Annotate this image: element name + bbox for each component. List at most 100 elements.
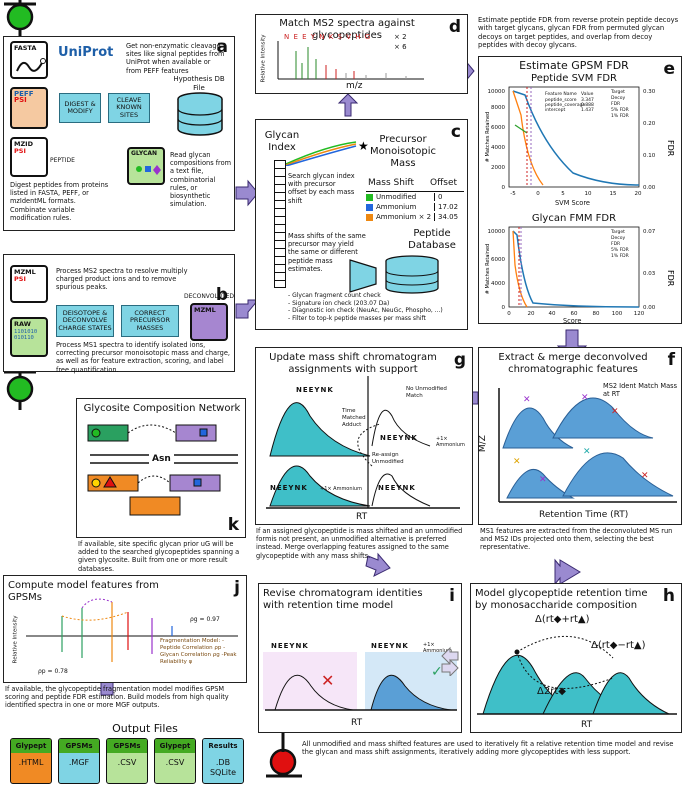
svg-text:✕: ✕ bbox=[321, 671, 334, 690]
output-file-ext: .DB SQLite bbox=[209, 758, 237, 777]
mass-shift-name: Ammonium bbox=[376, 203, 417, 211]
panel-g: g Update mass shift chromatogram assignm… bbox=[255, 347, 473, 525]
panel-label-k: k bbox=[227, 515, 239, 535]
asn-label: Asn bbox=[149, 454, 174, 466]
final-description: All unmodified and mass shifted features… bbox=[302, 740, 674, 757]
svg-text:3.347: 3.347 bbox=[581, 97, 594, 103]
check-item: - Signature ion check (203.07 Da) bbox=[288, 299, 390, 307]
panel-d: d Match MS2 spectra against glycopeptide… bbox=[255, 14, 468, 94]
svg-text:100: 100 bbox=[612, 311, 623, 317]
funnel-icon bbox=[349, 259, 377, 293]
seq-label: NEEYNK bbox=[296, 386, 334, 394]
svg-text:1% FDR: 1% FDR bbox=[611, 253, 629, 259]
svg-text:5% FDR: 5% FDR bbox=[611, 107, 629, 113]
svg-text:0.03: 0.03 bbox=[643, 271, 656, 277]
svm-title: Peptide SVM FDR bbox=[531, 73, 617, 84]
svg-text:0.00: 0.00 bbox=[643, 305, 656, 311]
db-title: Hypothesis DB File bbox=[173, 75, 225, 92]
panel-k: k Glycosite Composition Network Asn bbox=[76, 398, 246, 538]
panel-f: f Extract & merge deconvolved chromatogr… bbox=[478, 347, 682, 525]
fmm-fdr-chart: 0 4000 6000 10000 0 20 40 60 80 100 120 … bbox=[485, 226, 675, 317]
output-file-ext: .MGF bbox=[68, 758, 90, 767]
mass-shift-swatch bbox=[366, 203, 373, 211]
svg-text:peptide_coverage: peptide_coverage bbox=[545, 102, 585, 108]
panel-k-caption: If available, site specific glycan prior… bbox=[78, 540, 240, 573]
mass-shift-name: Unmodified bbox=[376, 193, 417, 201]
mass-shift-offset: 0 bbox=[434, 193, 442, 201]
svg-text:0.30: 0.30 bbox=[643, 89, 656, 95]
svg-text:4000: 4000 bbox=[491, 281, 505, 287]
seq-label: NEEYNK bbox=[378, 484, 416, 492]
svg-text:40: 40 bbox=[549, 311, 556, 317]
svg-text:0: 0 bbox=[507, 311, 511, 317]
rt-model-drawing bbox=[477, 635, 677, 715]
svg-text:✕: ✕ bbox=[523, 395, 531, 405]
panel-h-title: Model glycopeptide retention time by mon… bbox=[475, 588, 648, 611]
svg-text:6000: 6000 bbox=[491, 125, 505, 131]
chromatogram-drawing bbox=[266, 376, 460, 509]
svg-text:1% FDR: 1% FDR bbox=[611, 113, 629, 119]
mass-shift-swatch bbox=[366, 213, 373, 221]
uniprot-text: Get non-enzymatic cleavage sites like si… bbox=[126, 42, 225, 75]
check-item: - Glycan fragment count check bbox=[288, 292, 381, 299]
svg-text:★: ★ bbox=[358, 139, 369, 153]
fdr-description: Estimate peptide FDR from reverse protei… bbox=[478, 16, 679, 50]
mass-shift-table: Unmodified 0 Ammonium 17.02 Ammonium × 2… bbox=[366, 191, 464, 222]
rho-p-label: ρp = 0.78 bbox=[38, 668, 68, 675]
panel-label-j: j bbox=[234, 578, 240, 598]
output-file-head: GPSMs bbox=[107, 739, 147, 753]
x2-label: × 2 bbox=[394, 33, 407, 41]
panel-e: e Estimate GPSM FDR Peptide SVM FDR 0 20… bbox=[478, 56, 682, 325]
check-item: - Diagnostic ion check (NeuAc, NeuGc, Ph… bbox=[288, 307, 443, 314]
panel-label-d: d bbox=[448, 17, 461, 37]
panel-g-xlabel: RT bbox=[356, 512, 368, 522]
mass-shift-header: Mass Shift bbox=[368, 178, 414, 188]
svg-text:0: 0 bbox=[536, 191, 540, 197]
svg-text:✕: ✕ bbox=[539, 475, 547, 485]
svg-text:6000: 6000 bbox=[491, 257, 505, 263]
mzml-file-icon: MZML PSI bbox=[10, 265, 48, 303]
panel-c: c Glycan Index ★ Precursor Monoisotopic … bbox=[255, 119, 468, 330]
output-file-ext: .CSV bbox=[117, 758, 137, 767]
cleave-known-sites-step: CLEAVE KNOWN SITES bbox=[108, 93, 150, 123]
panel-label-c: c bbox=[450, 122, 461, 142]
panel-g-caption: If an assigned glycopeptide is mass shif… bbox=[256, 527, 463, 560]
ms2-text: Process MS2 spectra to resolve multiply … bbox=[56, 267, 188, 292]
uniprot-logo: UniProt bbox=[58, 45, 114, 60]
svg-text:0.20: 0.20 bbox=[643, 121, 656, 127]
panel-label-f: f bbox=[667, 350, 675, 370]
digest-text: Digest peptides from proteins listed in … bbox=[10, 181, 109, 222]
panel-j-caption: If available, the glycopeptide fragmenta… bbox=[5, 685, 229, 710]
svg-text:20: 20 bbox=[635, 191, 642, 197]
mass-shift-offset: 34.05 bbox=[434, 213, 458, 221]
filter-checks: - Glycan fragment count check - Signatur… bbox=[288, 292, 464, 322]
output-file: GPSMs .CSV bbox=[106, 738, 148, 784]
panel-j-title: Compute model features from GPSMs bbox=[8, 580, 159, 603]
svg-text:10000: 10000 bbox=[488, 229, 506, 235]
ms2-spectrum bbox=[277, 41, 424, 80]
ammonium-label: +1× Ammonium bbox=[320, 486, 362, 492]
feature-map: ✕ ✕ ✕ ✕ ✕ ✕ ✕ bbox=[498, 388, 677, 503]
svg-text:✕: ✕ bbox=[513, 457, 521, 467]
svm-fdr-chart: 0 2000 4000 6000 8000 10000 -5 0 5 10 15… bbox=[485, 86, 675, 197]
output-file-head: Glypept bbox=[155, 739, 195, 753]
reassign-label: Re-assign Unmodified bbox=[372, 452, 404, 465]
search-text: Search glycan index with precursor offse… bbox=[288, 172, 355, 205]
model-features-text: Fragmentation Model: -Peptide Correlatio… bbox=[160, 638, 237, 665]
exchange-arrows-icon bbox=[441, 646, 459, 676]
panel-d-ylabel: Relative Intensity bbox=[260, 34, 267, 83]
svg-text:Target: Target bbox=[610, 229, 625, 235]
svg-text:0.10: 0.10 bbox=[643, 153, 656, 159]
glycosite-network bbox=[87, 424, 238, 516]
svg-text:# Matches Retained: # Matches Retained bbox=[485, 112, 491, 162]
rho-g-label: ρg = 0.97 bbox=[190, 616, 220, 623]
mass-shift-row: Ammonium 17.02 bbox=[366, 202, 464, 212]
glycopeptide-sequence: N E E Y N K S V H G bbox=[284, 33, 372, 41]
glycan-index-column bbox=[274, 160, 286, 288]
deconvoluted-label: DECONVOLUTED bbox=[184, 293, 235, 300]
svg-text:✕: ✕ bbox=[581, 393, 589, 403]
seq-label: NEEYNK bbox=[270, 484, 308, 492]
svg-text:FDR: FDR bbox=[611, 241, 620, 247]
fragment-spectrum bbox=[26, 598, 238, 662]
output-file: Glypept .CSV bbox=[154, 738, 196, 784]
